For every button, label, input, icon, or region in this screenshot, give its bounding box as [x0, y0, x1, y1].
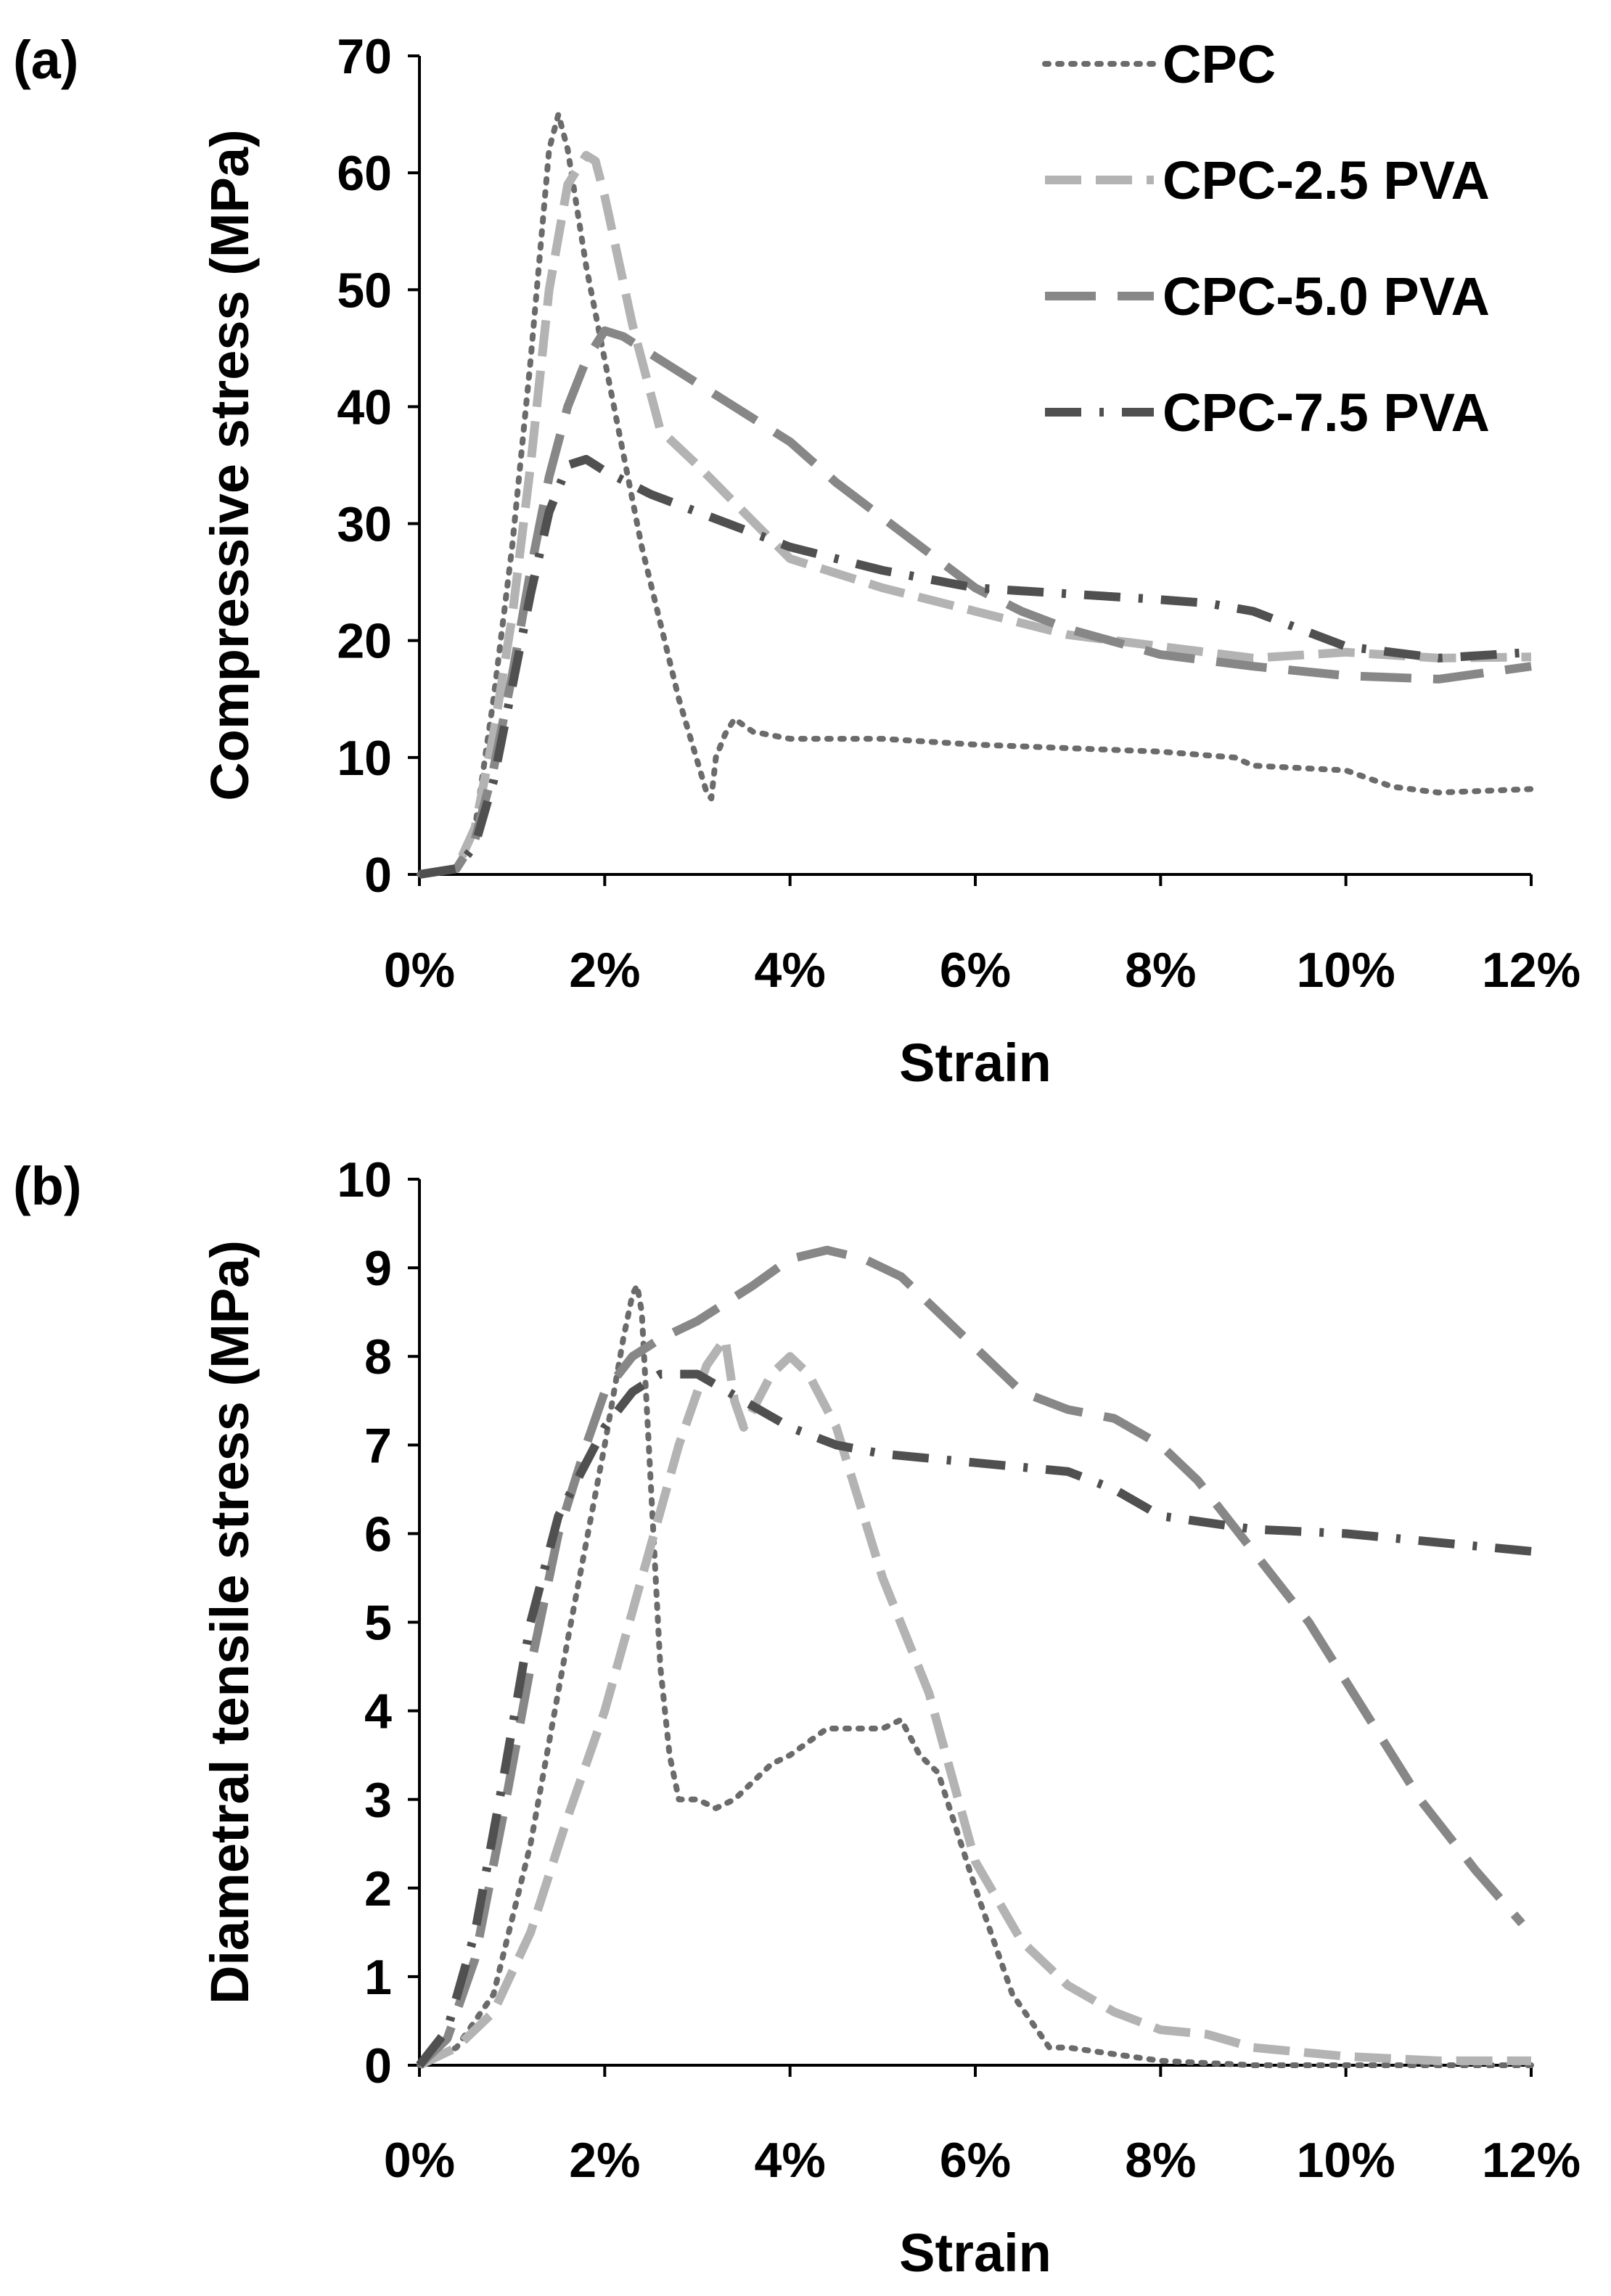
- legend-label-cpc-7-5-pva: CPC-7.5 PVA: [1163, 382, 1490, 443]
- panel-b-label: (b): [13, 1156, 82, 1216]
- y-tick-label: 40: [337, 380, 392, 435]
- x-tick-label: 8%: [1125, 943, 1196, 998]
- y-tick-label: 1: [364, 1950, 392, 2005]
- x-tick-label: 6%: [940, 943, 1011, 998]
- series-line-cpc-b: [417, 1282, 1534, 2068]
- panel-a-chart: (a) 0 10 20 30 40 50 60 70 0% 2% 4% 6% 8% 10% 12% Strai…: [13, 29, 1581, 1093]
- y-tick-label: 50: [337, 263, 392, 318]
- y-tick-label: 20: [337, 614, 392, 669]
- panel-b-chart: (b) 0 1 2 3 4 5 6 7 8 9 10 0% 2% 4% 6% 8% 10% 12% Strain Di…: [13, 1152, 1581, 2283]
- y-tick-label: 8: [364, 1329, 392, 1385]
- series-line-cpc-2-5-pva-b: [417, 1334, 1531, 2070]
- y-tick-label: 2: [364, 1861, 392, 1916]
- x-tick-label: 0%: [384, 2133, 455, 2188]
- y-tick-label: 4: [364, 1684, 392, 1739]
- y-tick-label: 5: [364, 1596, 392, 1651]
- y-tick-label: 3: [364, 1773, 392, 1828]
- y-tick-label: 6: [364, 1506, 392, 1562]
- x-tick-label: 6%: [940, 2133, 1011, 2188]
- legend-label-cpc-5-0-pva: CPC-5.0 PVA: [1163, 266, 1490, 327]
- panel-a-label: (a): [13, 30, 78, 90]
- series-line-cpc-7-5-pva-b: [416, 1369, 1532, 2068]
- series-line-cpc-2-5-pva-a: [419, 151, 1532, 879]
- series-line-cpc-5-0-pva-b: [416, 1245, 1525, 2069]
- x-tick-label: 8%: [1125, 2133, 1196, 2188]
- y-tick-label: 9: [364, 1241, 392, 1296]
- y-axis-title: Compressive stress (MPa): [200, 129, 260, 800]
- x-tick-label: 0%: [384, 943, 455, 998]
- x-tick-label: 10%: [1297, 2133, 1395, 2188]
- x-tick-label: 10%: [1297, 943, 1395, 998]
- y-axis-title: Diametral tensile stress (MPa): [200, 1240, 260, 2004]
- y-tick-label: 10: [337, 731, 392, 786]
- y-tick-label: 60: [337, 146, 392, 201]
- y-tick-label: 7: [364, 1418, 392, 1473]
- x-tick-label: 12%: [1482, 2133, 1581, 2188]
- y-tick-label: 10: [337, 1152, 392, 1208]
- x-tick-label: 4%: [755, 2133, 826, 2188]
- x-tick-label: 2%: [569, 943, 640, 998]
- y-tick-label: 70: [337, 29, 392, 84]
- x-tick-label: 4%: [755, 943, 826, 998]
- y-tick-label: 30: [337, 497, 392, 552]
- series-line-cpc-a: [417, 111, 1534, 877]
- y-tick-label: 0: [364, 848, 392, 903]
- y-tick-label: 0: [364, 2038, 392, 2094]
- legend-label-cpc: CPC: [1163, 34, 1276, 94]
- x-axis-title: Strain: [899, 2223, 1052, 2283]
- series-line-cpc-7-5-pva-a: [419, 454, 1532, 879]
- x-tick-label: 12%: [1482, 943, 1581, 998]
- x-axis-title: Strain: [899, 1033, 1052, 1093]
- legend-label-cpc-2-5-pva: CPC-2.5 PVA: [1163, 150, 1490, 210]
- x-tick-label: 2%: [569, 2133, 640, 2188]
